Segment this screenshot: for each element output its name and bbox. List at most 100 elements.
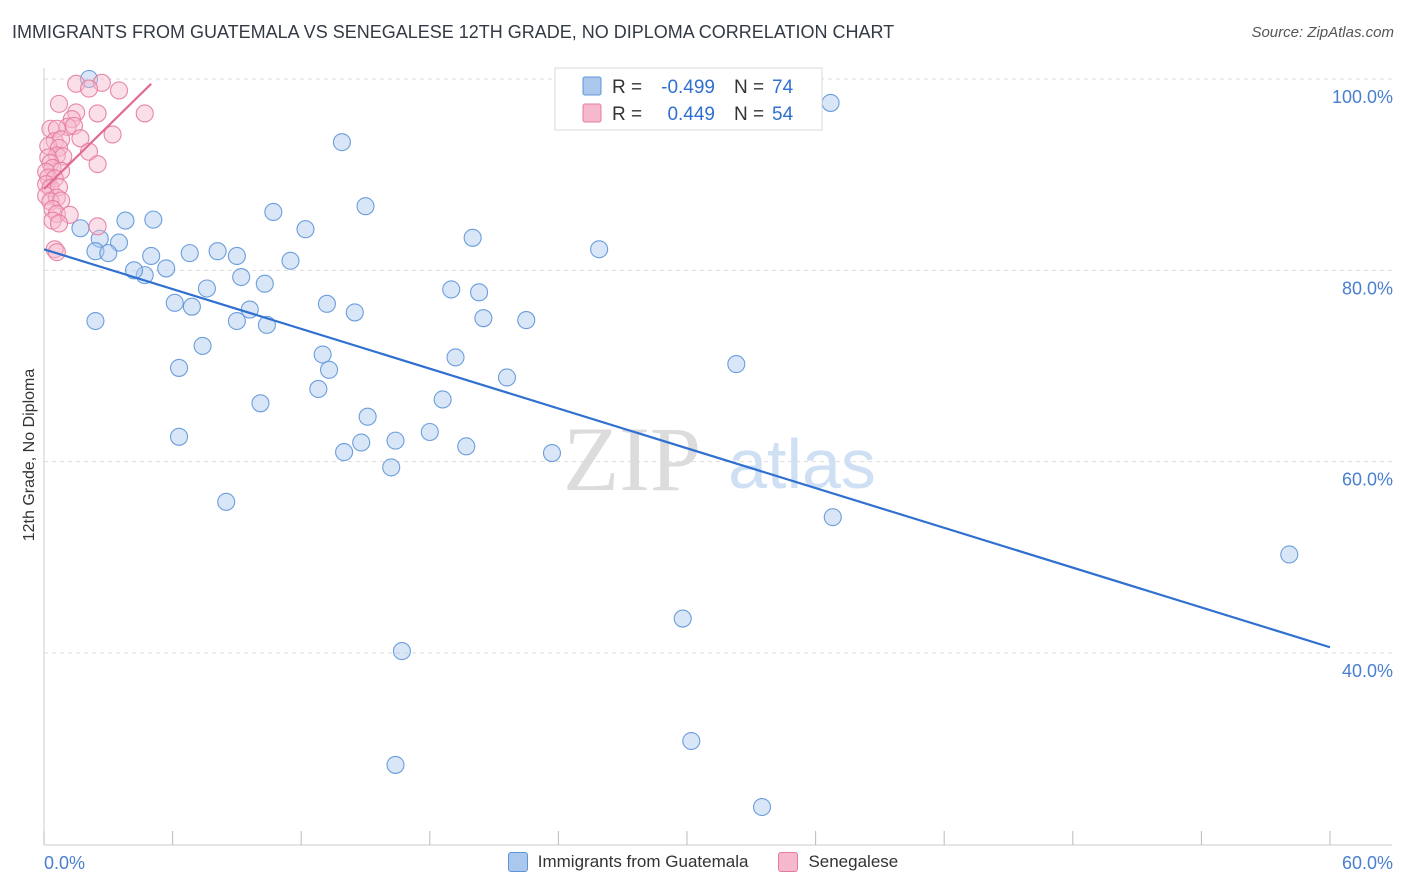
chart-title: IMMIGRANTS FROM GUATEMALA VS SENEGALESE … [12,22,895,42]
data-point-guatemala [320,360,339,379]
legend-swatch-pink [778,852,799,872]
stats-n-value-1: 74 [772,77,794,98]
data-point-guatemala [144,210,163,229]
data-point-guatemala [457,437,476,456]
legend-item-guatemala[interactable]: Immigrants from Guatemala [507,852,749,872]
data-point-guatemala [1280,545,1299,564]
data-point-guatemala [232,267,251,287]
data-point-guatemala [470,283,489,302]
source-label: Source: ZipAtlas.com [1251,24,1394,41]
data-point-guatemala [157,259,176,278]
data-point-guatemala [227,311,246,331]
data-point-senegalese [79,79,99,98]
data-point-guatemala [264,202,283,222]
data-point-guatemala [673,609,692,628]
data-point-guatemala [474,309,493,328]
data-point-guatemala [313,345,332,364]
data-point-guatemala [517,311,536,330]
y-tick-label: 40.0% [1342,661,1393,681]
stats-n-label-2: N = [734,104,764,125]
stats-r-label-1: R = [612,77,642,98]
watermark-zip: ZIP [563,408,701,510]
data-point-guatemala [356,197,375,216]
data-point-guatemala [217,492,236,511]
data-point-guatemala [86,311,105,331]
data-point-guatemala [823,508,842,527]
watermark: ZIP atlas [563,408,876,510]
data-point-guatemala [433,390,452,409]
data-point-guatemala [182,297,201,316]
stats-r-value-1: -0.499 [661,77,715,98]
y-tick-label: 100.0% [1332,87,1393,107]
data-point-guatemala [386,431,405,450]
data-point-senegalese [71,129,90,148]
data-point-guatemala [727,355,746,374]
trend-line-guatemala [43,248,1331,649]
stats-swatch-blue [582,76,602,96]
data-point-guatemala [142,246,161,266]
data-point-guatemala [309,379,328,399]
data-point-guatemala [317,294,336,313]
data-point-senegalese [49,94,69,113]
legend-item-senegalese[interactable]: Senegalese [778,852,898,872]
data-point-guatemala [821,93,840,112]
legend-label-senegalese: Senegalese [808,852,899,871]
data-point-guatemala [227,246,246,266]
data-point-guatemala [116,211,135,230]
stats-swatch-pink [582,103,602,123]
data-point-guatemala [169,358,189,377]
legend-swatch-blue [507,852,528,872]
data-point-guatemala [281,251,300,270]
data-point-guatemala [542,444,562,463]
data-point-guatemala [345,303,364,322]
stats-legend: R = -0.499 N = 74 R = 0.449 N = 54 [554,67,823,131]
y-tick-label: 60.0% [1342,470,1393,490]
data-point-senegalese [135,104,154,123]
x-tick-label-min: 0.0% [44,853,85,873]
tick-labels: 40.0% 60.0% 80.0% 100.0% 0.0% 60.0% [44,87,1393,873]
y-tick-label: 80.0% [1342,278,1393,298]
data-point-guatemala [335,443,354,462]
data-point-guatemala [497,368,517,387]
stats-r-value-2: 0.449 [667,104,715,125]
data-point-guatemala [251,394,270,413]
data-point-guatemala [420,422,439,442]
data-point-senegalese [88,155,107,174]
data-point-guatemala [682,731,701,751]
data-point-guatemala [382,458,401,477]
axes [43,68,1392,846]
data-point-guatemala [197,279,216,298]
x-tick-label-max: 60.0% [1342,853,1393,873]
stats-n-value-2: 54 [772,104,794,125]
data-point-guatemala [165,293,184,312]
data-point-senegalese [88,104,107,123]
data-point-guatemala [124,261,144,280]
stats-r-label-2: R = [612,104,642,125]
data-point-guatemala [442,280,461,299]
watermark-atlas: atlas [728,425,876,503]
data-point-senegalese [88,217,107,236]
trend-line-senegalese [43,82,152,190]
data-point-senegalese [49,214,69,233]
data-point-guatemala [255,274,274,293]
data-point-guatemala [99,244,118,263]
data-point-guatemala [392,642,411,661]
series-legend: Immigrants from Guatemala Senegalese [0,852,1406,872]
data-point-guatemala [352,433,371,452]
legend-label-guatemala: Immigrants from Guatemala [537,852,749,871]
stats-n-label-1: N = [734,77,764,98]
data-point-guatemala [180,244,199,263]
grid-lines [44,78,1392,654]
data-point-guatemala [752,797,772,817]
data-point-guatemala [446,348,465,367]
data-point-guatemala [193,336,212,355]
data-point-guatemala [590,240,609,259]
data-point-guatemala [332,133,351,152]
data-point-senegalese [103,125,122,144]
data-point-guatemala [386,755,405,774]
data-point-guatemala [169,427,189,446]
data-point-guatemala [296,220,315,239]
data-point-guatemala [208,242,227,261]
trend-lines [43,82,1331,649]
